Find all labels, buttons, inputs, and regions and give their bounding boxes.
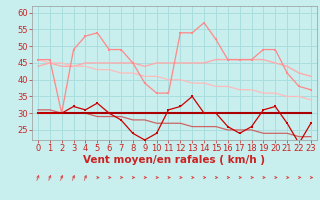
X-axis label: Vent moyen/en rafales ( km/h ): Vent moyen/en rafales ( km/h ) bbox=[84, 155, 265, 165]
